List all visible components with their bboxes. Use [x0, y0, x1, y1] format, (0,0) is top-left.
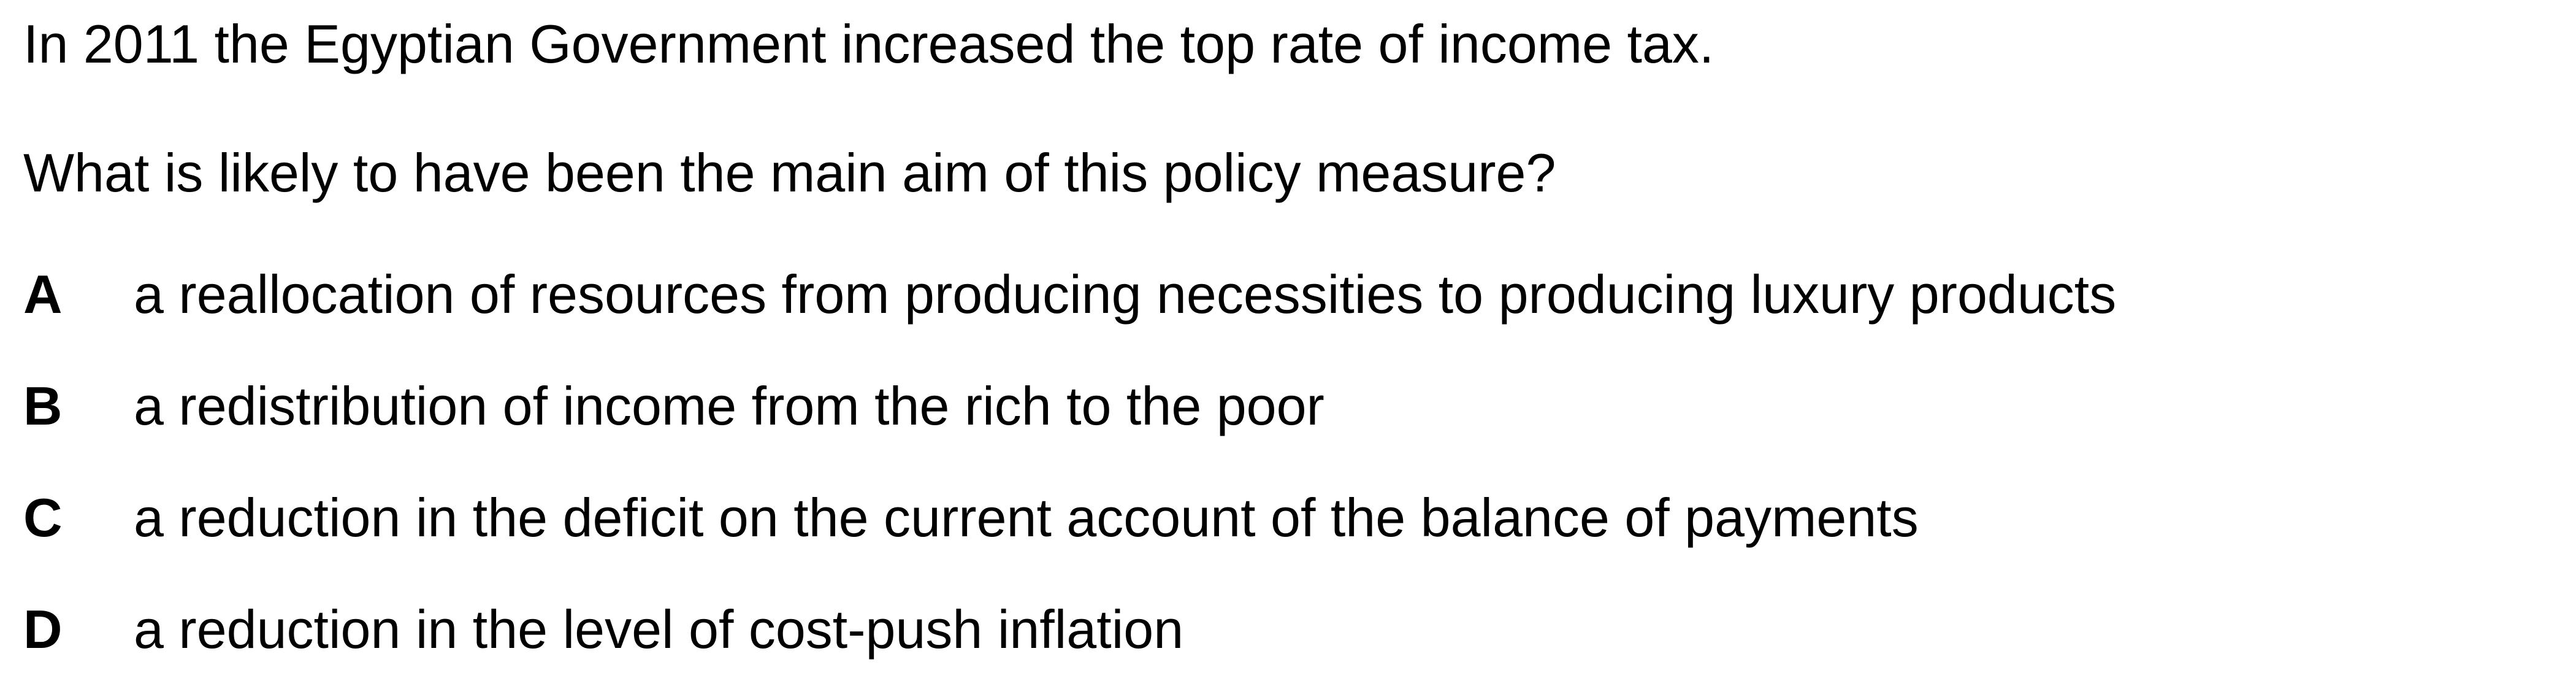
option-b-letter: B [23, 376, 63, 436]
question-prompt: What is likely to have been the main aim… [23, 142, 1556, 203]
option-d-letter: D [23, 599, 63, 660]
option-a-letter: A [23, 264, 63, 325]
option-c-letter: C [23, 487, 63, 548]
option-c-text: a reduction in the deficit on the curren… [134, 487, 1919, 548]
option-a-text: a reallocation of resources from produci… [134, 264, 2117, 325]
option-b-text: a redistribution of income from the rich… [134, 376, 1324, 436]
question-context: In 2011 the Egyptian Government increase… [23, 13, 1714, 74]
option-d-text: a reduction in the level of cost-push in… [134, 599, 1184, 660]
